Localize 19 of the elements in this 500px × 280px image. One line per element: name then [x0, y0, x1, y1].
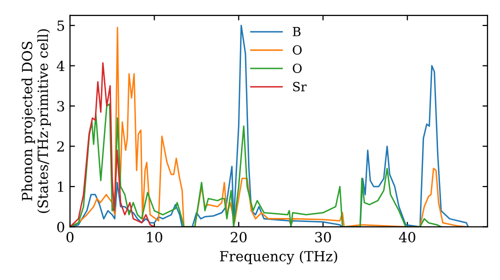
line-series [70, 103, 442, 227]
legend-label: B [292, 27, 301, 36]
y-tick-label: 3 [57, 100, 64, 112]
x-axis-title: Frequency (THz) [220, 250, 338, 264]
y-axis-title: Phonon projected DOS (States/THz·primitive cell) [22, 29, 51, 213]
line-series [70, 62, 156, 227]
x-tick-label: 0 [66, 232, 74, 242]
x-tick-label: 20 [230, 232, 247, 242]
x-tick-label: 10 [147, 232, 162, 242]
legend-label: Sr [293, 82, 307, 92]
y-tick-label: 2 [57, 141, 64, 152]
legend-label: O [292, 45, 302, 55]
y-tick-label: 4 [56, 60, 64, 72]
y-tick-label: 1 [58, 182, 64, 192]
y-tick-label: 5 [57, 20, 64, 31]
x-tick-label: 30 [315, 232, 331, 242]
legend-label: O [292, 64, 302, 74]
y-tick-label: 0 [57, 222, 64, 232]
x-tick-label: 40 [398, 232, 416, 242]
